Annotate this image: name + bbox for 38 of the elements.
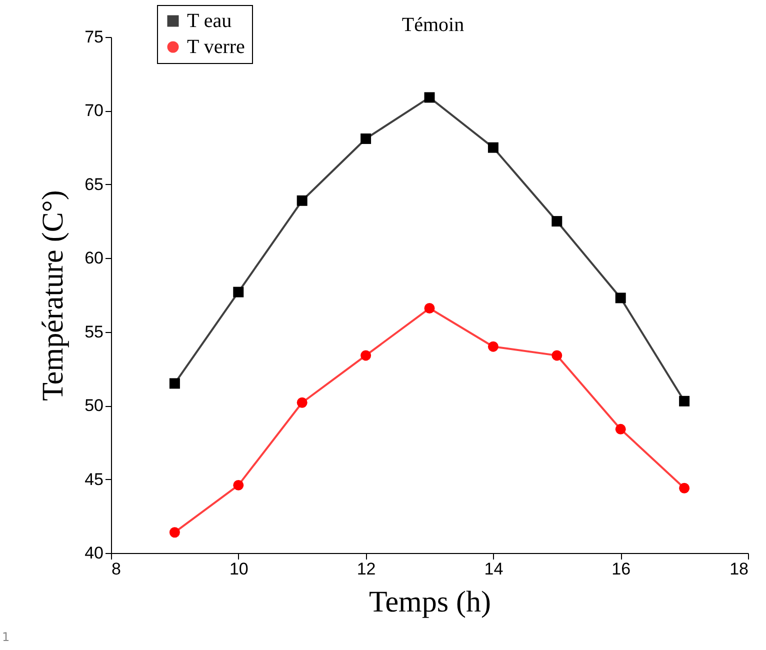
x-tick-label: 16 [612, 560, 631, 578]
y-tick-label: 60 [84, 248, 104, 268]
x-tick-label: 8 [112, 560, 121, 578]
x-axis-title: Temps (h) [368, 586, 492, 618]
point [296, 397, 308, 408]
y-tick-label: 50 [84, 396, 104, 416]
x-tick-label: 10 [229, 560, 248, 578]
y-tick-label: 45 [84, 470, 104, 489]
point [233, 480, 244, 490]
y-tick-label: 40 [84, 544, 104, 562]
point [615, 424, 626, 434]
point [169, 378, 180, 389]
x-tick-label: 12 [356, 560, 376, 578]
point [360, 350, 372, 361]
point [360, 133, 372, 144]
point [552, 350, 562, 361]
text: 1 [2, 630, 10, 644]
point [296, 195, 308, 206]
point [679, 482, 690, 494]
y-tick-label: 70 [84, 101, 104, 120]
x-tick-label: 14 [484, 560, 504, 578]
legend-label: T verre [187, 36, 246, 58]
point [233, 286, 244, 298]
point [679, 396, 690, 406]
point [488, 142, 498, 153]
point [169, 527, 180, 538]
point [552, 216, 562, 227]
y-tick-label: 55 [84, 322, 104, 342]
point [615, 292, 626, 304]
point [424, 303, 435, 314]
point [488, 341, 498, 352]
y-tick-label: 75 [84, 28, 104, 46]
legend-label: T eau [187, 10, 232, 32]
x-tick-label: 18 [730, 560, 748, 578]
y-tick-label: 65 [84, 174, 104, 194]
chart-title: Témoin [402, 14, 464, 36]
point [424, 92, 435, 103]
y-axis-title: Température (C°) [36, 190, 70, 401]
